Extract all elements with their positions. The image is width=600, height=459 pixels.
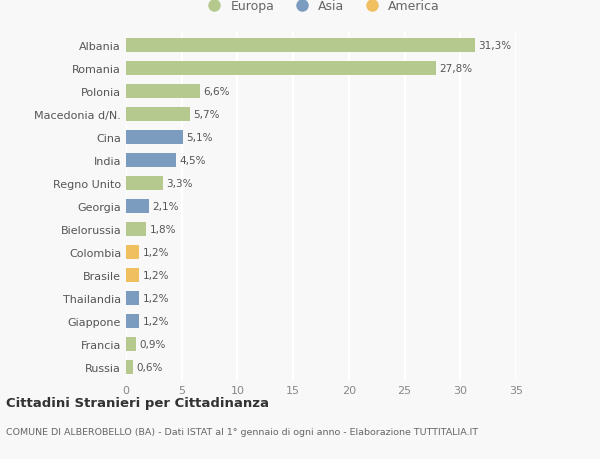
Bar xyxy=(126,245,139,260)
Text: 27,8%: 27,8% xyxy=(439,64,472,74)
Text: 2,1%: 2,1% xyxy=(153,202,179,212)
Text: 1,2%: 1,2% xyxy=(143,293,169,303)
Bar xyxy=(126,107,190,122)
Text: 31,3%: 31,3% xyxy=(478,41,511,51)
Text: 5,1%: 5,1% xyxy=(186,133,212,143)
Text: Cittadini Stranieri per Cittadinanza: Cittadini Stranieri per Cittadinanza xyxy=(6,396,269,409)
Bar xyxy=(126,291,139,306)
Bar xyxy=(126,222,146,237)
Bar xyxy=(126,153,176,168)
Bar xyxy=(126,39,475,53)
Bar xyxy=(126,199,149,214)
Bar xyxy=(126,62,436,76)
Text: 3,3%: 3,3% xyxy=(166,179,193,189)
Text: 5,7%: 5,7% xyxy=(193,110,220,120)
Bar xyxy=(126,84,200,99)
Bar xyxy=(126,337,136,352)
Text: 1,2%: 1,2% xyxy=(143,247,169,257)
Text: 4,5%: 4,5% xyxy=(179,156,206,166)
Bar xyxy=(126,360,133,375)
Text: 1,8%: 1,8% xyxy=(149,224,176,235)
Bar xyxy=(126,130,183,145)
Text: 1,2%: 1,2% xyxy=(143,270,169,280)
Legend: Europa, Asia, America: Europa, Asia, America xyxy=(202,0,440,13)
Text: 0,9%: 0,9% xyxy=(139,339,166,349)
Bar xyxy=(126,268,139,283)
Bar xyxy=(126,314,139,329)
Text: COMUNE DI ALBEROBELLO (BA) - Dati ISTAT al 1° gennaio di ogni anno - Elaborazion: COMUNE DI ALBEROBELLO (BA) - Dati ISTAT … xyxy=(6,427,478,436)
Text: 0,6%: 0,6% xyxy=(136,362,163,372)
Text: 6,6%: 6,6% xyxy=(203,87,229,97)
Text: 1,2%: 1,2% xyxy=(143,316,169,326)
Bar xyxy=(126,176,163,191)
